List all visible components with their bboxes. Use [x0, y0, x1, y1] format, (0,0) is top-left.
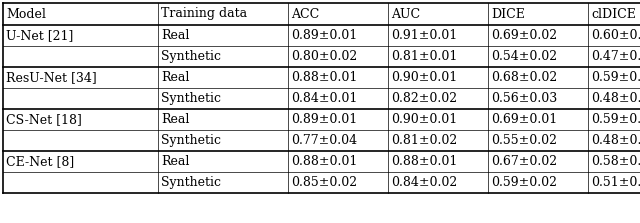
- Text: 0.84±0.02: 0.84±0.02: [391, 176, 457, 189]
- Text: 0.60±0.02: 0.60±0.02: [591, 29, 640, 42]
- Text: 0.88±0.01: 0.88±0.01: [291, 155, 357, 168]
- Text: Real: Real: [161, 71, 189, 84]
- Text: 0.69±0.02: 0.69±0.02: [491, 29, 557, 42]
- Text: Real: Real: [161, 155, 189, 168]
- Text: 0.84±0.01: 0.84±0.01: [291, 92, 357, 105]
- Text: 0.59±0.02: 0.59±0.02: [491, 176, 557, 189]
- Text: 0.55±0.02: 0.55±0.02: [491, 134, 557, 147]
- Text: 0.90±0.01: 0.90±0.01: [391, 113, 457, 126]
- Text: Real: Real: [161, 113, 189, 126]
- Text: 0.48±0.04: 0.48±0.04: [591, 92, 640, 105]
- Text: 0.91±0.01: 0.91±0.01: [391, 29, 457, 42]
- Text: CE-Net [8]: CE-Net [8]: [6, 155, 74, 168]
- Text: Synthetic: Synthetic: [161, 50, 221, 63]
- Text: 0.90±0.01: 0.90±0.01: [391, 71, 457, 84]
- Text: 0.56±0.03: 0.56±0.03: [491, 92, 557, 105]
- Text: 0.88±0.01: 0.88±0.01: [391, 155, 458, 168]
- Text: CS-Net [18]: CS-Net [18]: [6, 113, 82, 126]
- Text: 0.89±0.01: 0.89±0.01: [291, 29, 357, 42]
- Text: DICE: DICE: [491, 8, 525, 21]
- Text: Model: Model: [6, 8, 46, 21]
- Text: 0.69±0.01: 0.69±0.01: [491, 113, 557, 126]
- Text: 0.82±0.02: 0.82±0.02: [391, 92, 457, 105]
- Text: 0.51±0.04: 0.51±0.04: [591, 176, 640, 189]
- Text: Training data: Training data: [161, 8, 247, 21]
- Text: 0.47±0.02: 0.47±0.02: [591, 50, 640, 63]
- Text: 0.80±0.02: 0.80±0.02: [291, 50, 357, 63]
- Text: Real: Real: [161, 29, 189, 42]
- Text: 0.59±0.02: 0.59±0.02: [591, 113, 640, 126]
- Text: 0.88±0.01: 0.88±0.01: [291, 71, 357, 84]
- Text: U-Net [21]: U-Net [21]: [6, 29, 74, 42]
- Text: 0.54±0.02: 0.54±0.02: [491, 50, 557, 63]
- Text: 0.81±0.02: 0.81±0.02: [391, 134, 457, 147]
- Text: ACC: ACC: [291, 8, 319, 21]
- Text: 0.58±0.02: 0.58±0.02: [591, 155, 640, 168]
- Text: 0.85±0.02: 0.85±0.02: [291, 176, 357, 189]
- Text: Synthetic: Synthetic: [161, 92, 221, 105]
- Text: Synthetic: Synthetic: [161, 176, 221, 189]
- Text: AUC: AUC: [391, 8, 420, 21]
- Text: clDICE: clDICE: [591, 8, 636, 21]
- Text: ResU-Net [34]: ResU-Net [34]: [6, 71, 97, 84]
- Text: 0.67±0.02: 0.67±0.02: [491, 155, 557, 168]
- Text: Synthetic: Synthetic: [161, 134, 221, 147]
- Text: 0.81±0.01: 0.81±0.01: [391, 50, 458, 63]
- Text: 0.68±0.02: 0.68±0.02: [491, 71, 557, 84]
- Text: 0.77±0.04: 0.77±0.04: [291, 134, 357, 147]
- Text: 0.59±0.02: 0.59±0.02: [591, 71, 640, 84]
- Text: 0.89±0.01: 0.89±0.01: [291, 113, 357, 126]
- Text: 0.48±0.02: 0.48±0.02: [591, 134, 640, 147]
